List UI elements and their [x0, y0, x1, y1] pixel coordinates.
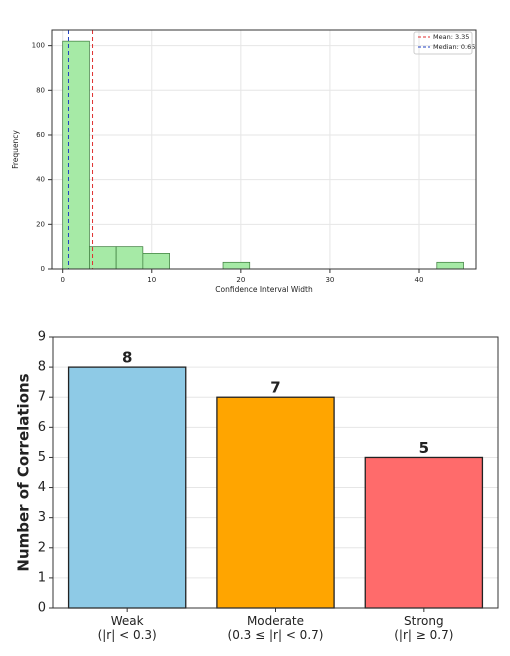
- x-tick-label: Strong (|r| ≥ 0.7): [394, 614, 454, 642]
- value-label: 5: [419, 439, 429, 457]
- y-tick-label: 8: [38, 360, 46, 375]
- plot-frame: [51, 29, 477, 270]
- histogram-bar: [142, 253, 170, 270]
- legend-label: Mean: 3.35: [433, 33, 469, 41]
- y-tick-label: 100: [32, 42, 45, 50]
- x-tick-label: 30: [325, 276, 334, 284]
- x-tick-label: 40: [415, 276, 424, 284]
- value-label: 8: [122, 349, 132, 367]
- y-tick-label: 2: [38, 540, 46, 555]
- y-tick-label: 4: [38, 480, 46, 495]
- x-tick-label: 10: [147, 276, 156, 284]
- legend-box: [413, 31, 473, 55]
- y-tick-label: 60: [36, 131, 45, 139]
- x-tick-label: Moderate (0.3 ≤ |r| < 0.7): [227, 614, 324, 642]
- bar: [364, 456, 484, 609]
- histogram-bar: [436, 261, 464, 270]
- y-tick-label: 80: [36, 86, 45, 94]
- y-tick-label: 1: [38, 570, 46, 585]
- x-tick-label: 20: [236, 276, 245, 284]
- histogram-bar: [222, 261, 251, 270]
- x-tick-label: Weak (|r| < 0.3): [97, 614, 157, 642]
- y-axis-label: Frequency: [11, 130, 20, 169]
- histogram-bar: [115, 246, 144, 270]
- y-tick-label: 5: [38, 450, 46, 465]
- value-label: 7: [270, 379, 280, 397]
- histogram-bar: [89, 246, 117, 270]
- histogram-bar: [62, 40, 90, 270]
- y-tick-label: 0: [41, 265, 45, 273]
- x-tick-label: 0: [60, 276, 64, 284]
- x-axis-label: Confidence Interval Width: [215, 285, 313, 294]
- plot-frame: [52, 336, 499, 609]
- bar: [67, 366, 187, 609]
- y-tick-label: 0: [38, 601, 46, 616]
- y-tick-label: 7: [38, 390, 46, 405]
- y-tick-label: 9: [38, 330, 46, 345]
- y-tick-label: 40: [36, 176, 45, 184]
- y-axis-label: Number of Correlations: [15, 373, 33, 571]
- y-tick-label: 20: [36, 220, 45, 228]
- y-tick-label: 6: [38, 420, 46, 435]
- bar: [216, 396, 335, 609]
- y-tick-label: 3: [38, 510, 46, 525]
- legend-label: Median: 0.65: [433, 43, 475, 51]
